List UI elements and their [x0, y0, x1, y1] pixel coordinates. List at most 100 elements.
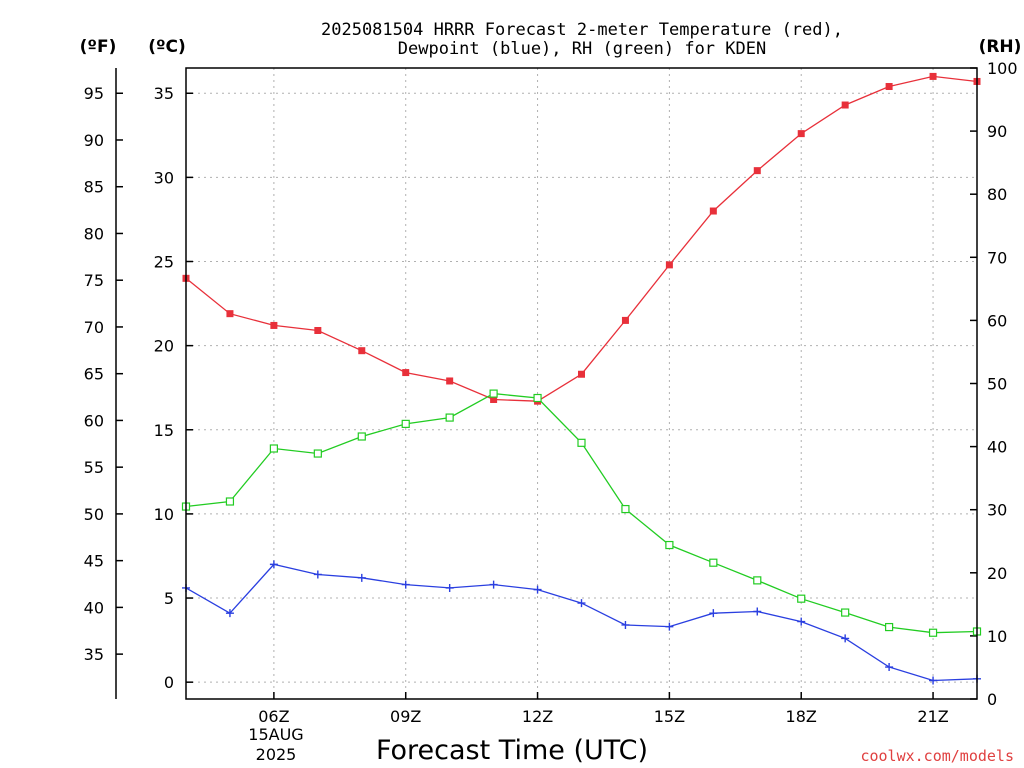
rh-tick-label: 10 [987, 627, 1007, 646]
fahrenheit-tick-label: 65 [84, 365, 104, 384]
rh-point [401, 419, 410, 428]
rh-point [621, 504, 630, 514]
rh-point [885, 622, 894, 632]
celsius-axis: 0 5 10 15 20 25 30 35 [154, 84, 193, 692]
rh-point [577, 438, 586, 447]
x-tick-label: 09Z [390, 707, 421, 726]
celsius-tick-label: 5 [164, 589, 174, 608]
x-axis-title: Forecast Time (UTC) [376, 735, 648, 766]
temperature-series [182, 72, 981, 405]
dewpoint-point [797, 617, 806, 626]
temperature-point [270, 321, 278, 329]
celsius-tick-label: 20 [154, 337, 174, 356]
x-axis: 06Z 09Z 12Z 15Z 18Z 21Z [258, 692, 949, 726]
fahrenheit-tick-label: 80 [84, 224, 104, 243]
rh-point [665, 540, 674, 550]
dewpoint-point [269, 560, 278, 569]
chart-title: 2025081504 HRRR Forecast 2-meter Tempera… [321, 20, 843, 40]
temperature-point [621, 316, 629, 324]
rh-tick-label: 0 [987, 690, 997, 709]
rh-point [445, 413, 454, 422]
rh-point [357, 432, 366, 441]
x-tick-label: 12Z [522, 707, 553, 726]
fahrenheit-tick-label: 95 [84, 84, 104, 103]
temperature-point [490, 395, 498, 403]
fahrenheit-tick-label: 60 [84, 411, 104, 430]
rh-tick-label: 20 [987, 564, 1007, 583]
rh-tick-label: 90 [987, 122, 1007, 141]
temperature-point [929, 72, 937, 80]
temperature-point [578, 370, 585, 378]
temperature-point [709, 207, 717, 215]
fahrenheit-tick-label: 40 [84, 598, 104, 617]
temperature-point [314, 326, 322, 334]
dewpoint-point [225, 609, 234, 618]
temperature-point [402, 369, 410, 377]
fahrenheit-tick-label: 50 [84, 505, 104, 524]
dewpoint-point [885, 663, 894, 672]
dewpoint-point [753, 607, 762, 616]
date-label-month: 15AUG [248, 725, 303, 744]
rh-point [269, 444, 278, 453]
x-tick-label: 15Z [654, 707, 685, 726]
dewpoint-point [577, 599, 586, 608]
fahrenheit-tick-label: 90 [84, 131, 104, 150]
rh-point [225, 497, 235, 506]
fahrenheit-tick-label: 45 [84, 552, 104, 571]
rh-point [753, 576, 762, 585]
series-layer [181, 72, 982, 685]
dewpoint-point [665, 622, 674, 631]
dewpoint-point [445, 583, 454, 592]
dewpoint-point [709, 609, 718, 618]
dewpoint-line [185, 563, 978, 682]
celsius-tick-label: 25 [154, 253, 174, 272]
celsius-tick-label: 15 [154, 421, 174, 440]
rh-point [928, 628, 938, 637]
dewpoint-point [621, 620, 630, 629]
rh-tick-label: 40 [987, 438, 1007, 457]
credit-text: coolwx.com/models [860, 747, 1014, 765]
rh-tick-label: 60 [987, 311, 1007, 330]
rh-tick-label: 80 [987, 185, 1007, 204]
rh-point [313, 449, 322, 458]
dewpoint-point [401, 580, 410, 589]
temperature-point [753, 167, 761, 175]
temperature-point [885, 83, 893, 91]
fahrenheit-unit-label: (ºF) [80, 37, 117, 57]
fahrenheit-axis: 35 40 45 50 55 60 65 70 75 80 85 90 95 [84, 68, 123, 699]
fahrenheit-tick-label: 35 [84, 645, 104, 664]
fahrenheit-tick-label: 75 [84, 271, 104, 290]
temperature-point [446, 377, 454, 385]
fahrenheit-tick-label: 55 [84, 458, 104, 477]
fahrenheit-tick-label: 70 [84, 318, 104, 337]
temperature-point [358, 347, 366, 355]
dewpoint-point [489, 580, 498, 589]
rh-point [489, 389, 498, 398]
chart-subtitle: Dewpoint (blue), RH (green) for KDEN [398, 39, 766, 59]
rh-tick-label: 70 [987, 248, 1007, 267]
dewpoint-point [313, 570, 322, 579]
x-tick-label: 18Z [786, 707, 817, 726]
temperature-point [665, 261, 673, 269]
x-tick-label: 06Z [258, 707, 289, 726]
rh-tick-label: 30 [987, 501, 1007, 520]
fahrenheit-tick-label: 85 [84, 178, 104, 197]
dewpoint-series [182, 560, 981, 685]
x-tick-label: 21Z [917, 707, 948, 726]
celsius-tick-label: 30 [154, 168, 174, 187]
date-label-year: 2025 [256, 745, 297, 764]
dewpoint-point [533, 585, 542, 594]
temperature-line [185, 75, 978, 402]
rh-point [841, 608, 850, 617]
rh-point [709, 558, 718, 567]
rh-series [181, 389, 982, 637]
temperature-point [797, 130, 805, 138]
rh-unit-label: (RH) [979, 37, 1022, 57]
celsius-tick-label: 35 [154, 84, 174, 103]
rh-point [797, 594, 806, 603]
plot-frame [185, 67, 978, 700]
celsius-tick-label: 0 [164, 673, 174, 692]
rh-tick-label: 50 [987, 375, 1007, 394]
temperature-point [841, 101, 849, 109]
